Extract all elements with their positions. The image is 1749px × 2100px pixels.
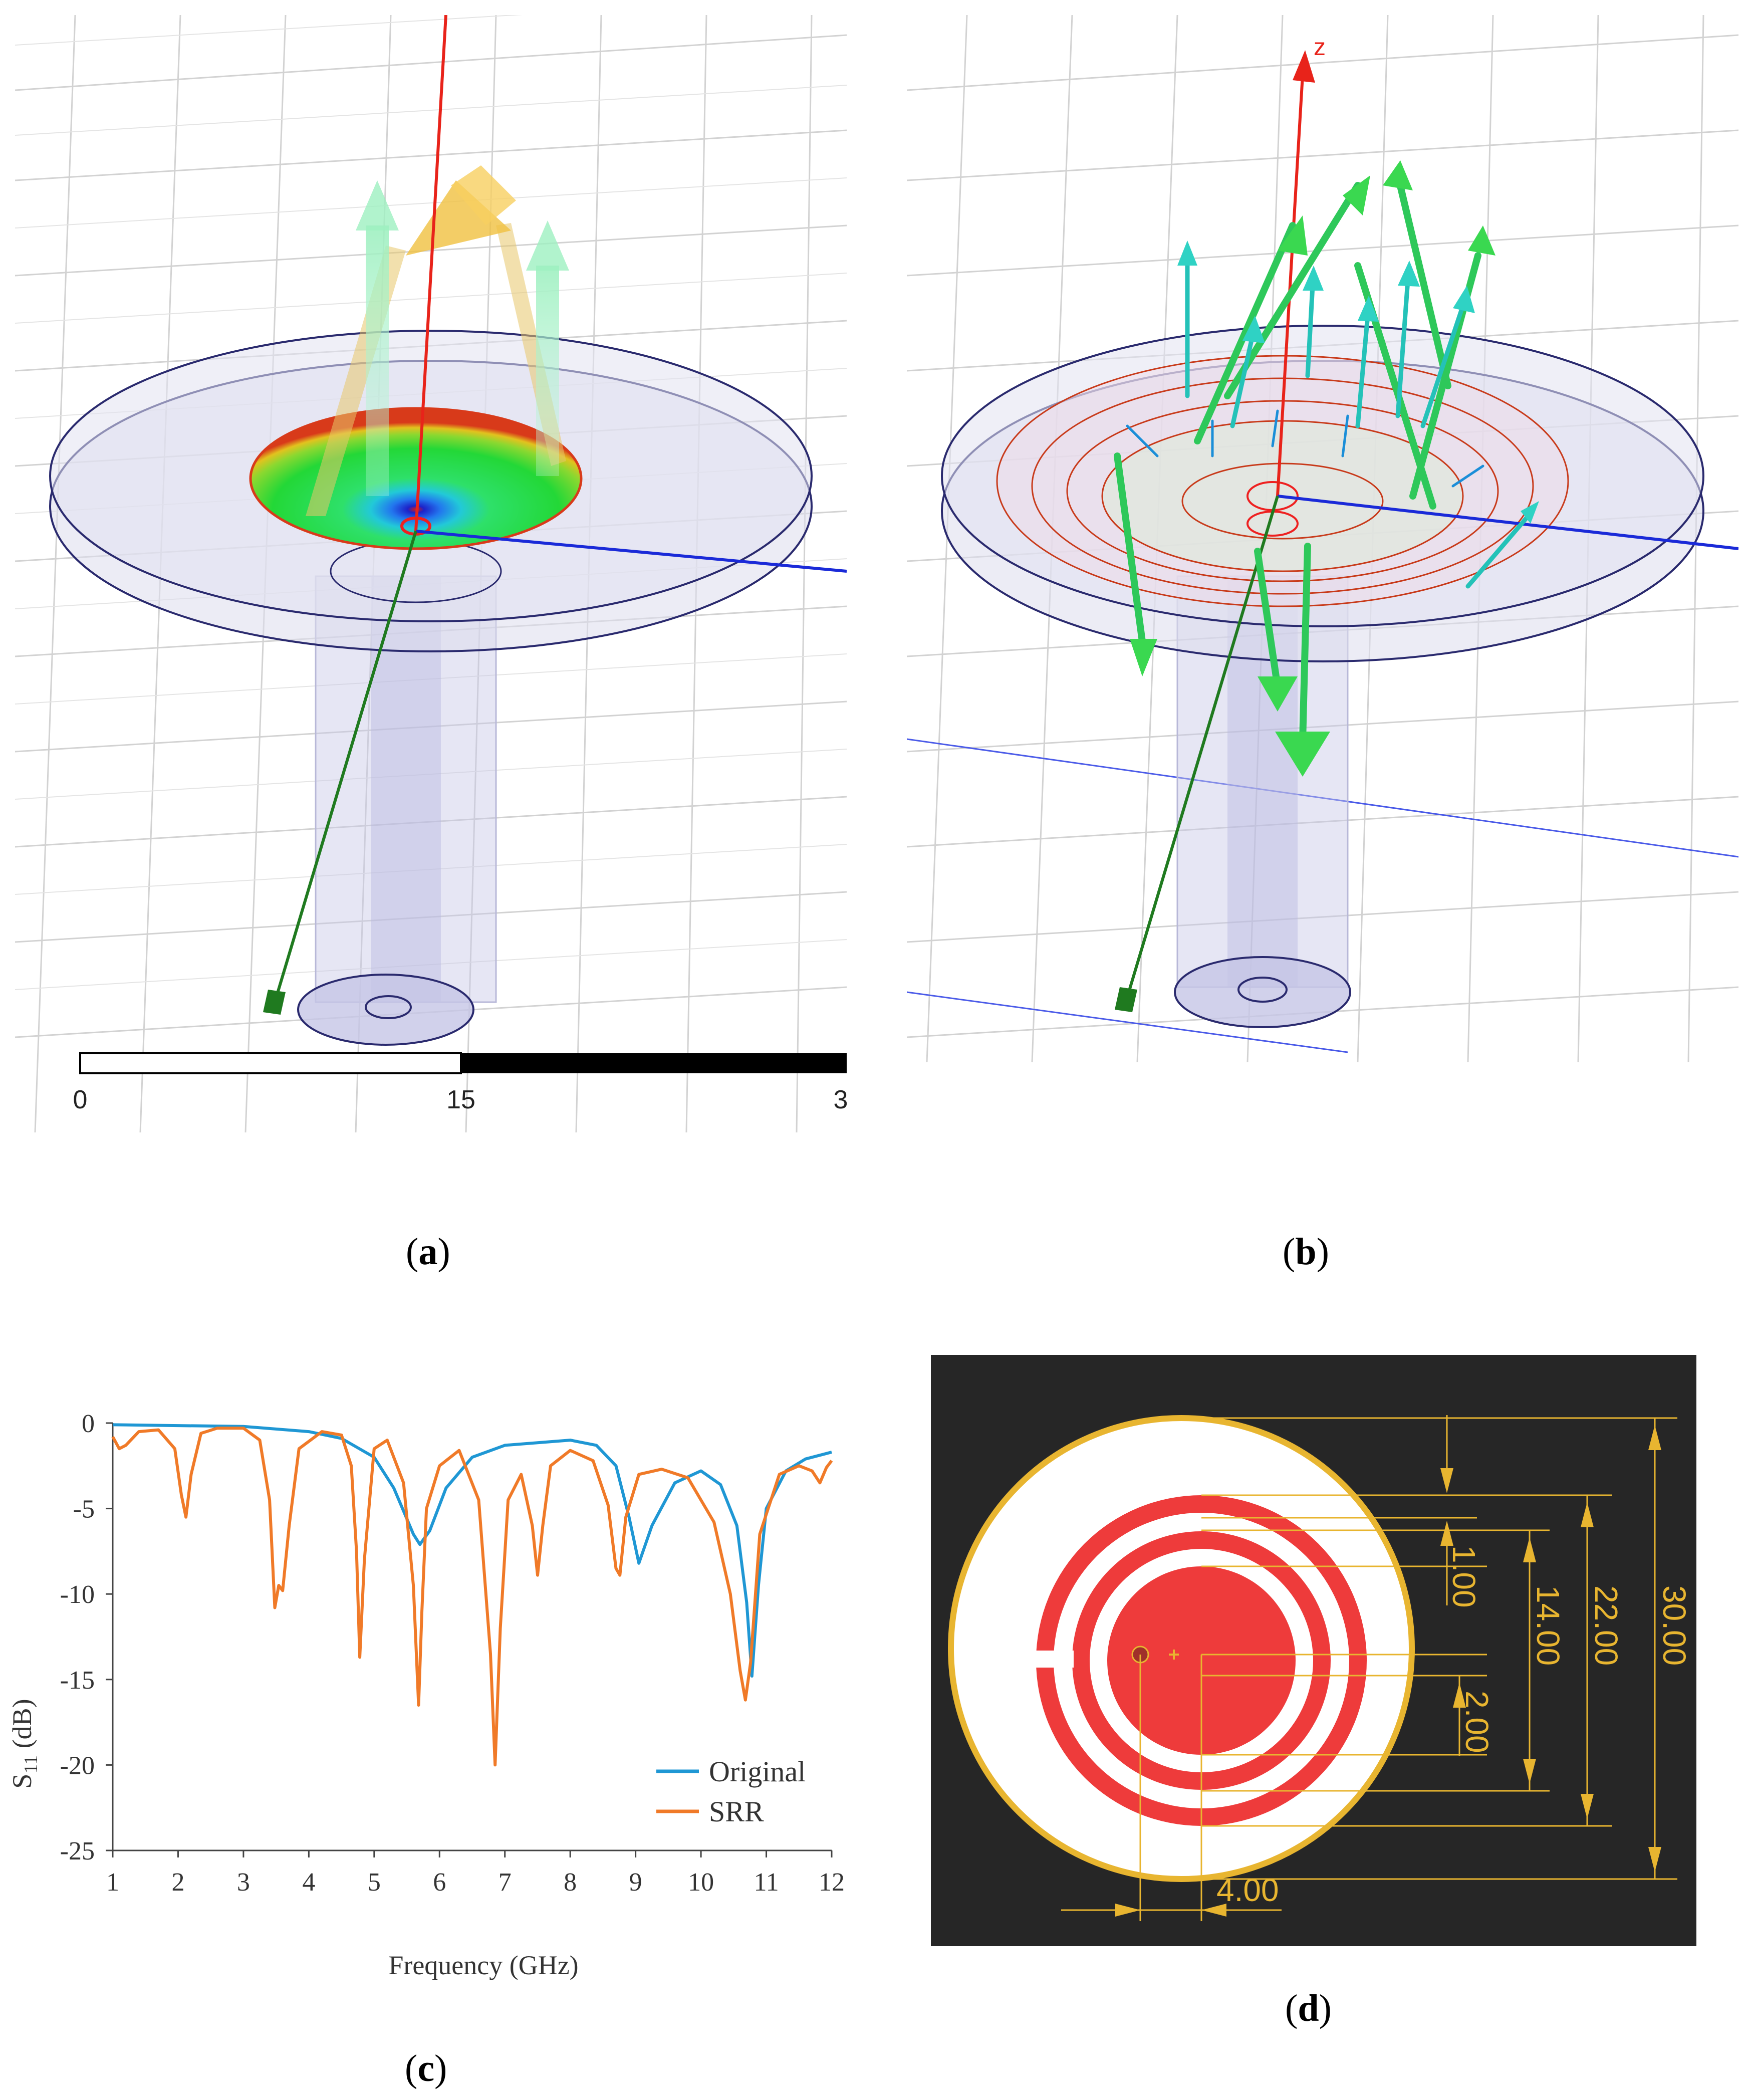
y-axis-title: S11 (dB) xyxy=(7,1699,42,1788)
y-tick-label: 0 xyxy=(82,1410,95,1438)
x-tick-label: 5 xyxy=(368,1868,381,1897)
dim-label-30: 30.00 xyxy=(1656,1585,1692,1666)
dim-label-1: 1.00 xyxy=(1446,1545,1482,1608)
dimension-lines xyxy=(1061,1415,1677,1921)
coordinate-axes: z xyxy=(1115,34,1738,1012)
x-tick-label: 3 xyxy=(237,1868,250,1897)
scale-bar: 0 15 3 xyxy=(73,1052,847,1114)
panel-d-svg: 1.00 14.00 22.00 30.00 2.00 4.00 xyxy=(948,1415,1692,1921)
x-tick-label: 6 xyxy=(433,1868,446,1897)
y-axis-title-sub: 11 xyxy=(21,1755,42,1774)
caption-b: (b) xyxy=(1283,1231,1329,1273)
chart-ticks: 1 2 3 4 5 6 7 8 9 10 11 120-5-10-15-20-25 xyxy=(60,1410,845,1897)
caption-a: (a) xyxy=(406,1231,450,1273)
x-tick-label: 1 xyxy=(106,1868,119,1897)
y-tick-label: -25 xyxy=(60,1837,95,1865)
x-tick-label: 11 xyxy=(754,1868,779,1897)
x-tick-label: 10 xyxy=(688,1868,714,1897)
x-tick-label: 4 xyxy=(302,1868,315,1897)
scale-label-0: 0 xyxy=(73,1085,88,1114)
scale-label-30: 3 xyxy=(834,1085,847,1114)
panel-b-vector-plot: z xyxy=(907,15,1738,1062)
chart-series xyxy=(111,1423,833,1767)
caption-c-letter: c xyxy=(417,2047,435,2089)
x-axis-title: Frequency (GHz) xyxy=(388,1950,578,1980)
y-tick-label: -10 xyxy=(60,1580,95,1609)
dim-label-2: 2.00 xyxy=(1459,1691,1495,1753)
feed-marker xyxy=(1131,1646,1179,1664)
panel-d-dimension-drawing: 1.00 14.00 22.00 30.00 2.00 4.00 xyxy=(931,1355,1696,1946)
dim-label-14: 14.00 xyxy=(1530,1585,1566,1666)
panel-a-field-plot: 0 15 3 xyxy=(15,15,847,1132)
x-tick-label: 9 xyxy=(629,1868,642,1897)
chart-legend: Original SRR xyxy=(656,1755,806,1828)
x-tick-label: 12 xyxy=(819,1868,845,1897)
x-tick-label: 7 xyxy=(498,1868,512,1897)
legend-label-srr: SRR xyxy=(709,1795,764,1828)
scale-label-15: 15 xyxy=(446,1085,475,1114)
legend-label-original: Original xyxy=(709,1755,806,1788)
y-axis-title-main: S xyxy=(7,1774,37,1789)
current-arrows xyxy=(306,165,569,516)
chart-axes xyxy=(112,1423,832,1851)
x-tick-label: 8 xyxy=(564,1868,577,1897)
field-arrows xyxy=(1114,160,1539,777)
panel-c-s11-chart: 1 2 3 4 5 6 7 8 9 10 11 12 0 -5 -10 -15 -20 -25 Frequency… xyxy=(0,1378,852,2009)
z-axis-label: z xyxy=(1314,34,1326,61)
series-line-original xyxy=(112,1423,832,1678)
y-tick-label: -15 xyxy=(60,1666,95,1695)
y-tick-label: -5 xyxy=(73,1495,95,1524)
dim-label-22: 22.00 xyxy=(1588,1585,1624,1666)
s11-chart-svg: 1 2 3 4 5 6 7 8 9 10 11 120-5-10-15-20-25 Frequency… xyxy=(7,1410,845,1980)
series-line-srr xyxy=(111,1427,833,1767)
dim-label-4: 4.00 xyxy=(1216,1872,1279,1908)
dimension-arrowheads xyxy=(1115,1425,1661,1917)
coordinate-axes xyxy=(263,15,847,1015)
y-tick-label: -20 xyxy=(60,1751,95,1780)
caption-b-letter: b xyxy=(1295,1231,1317,1273)
x-tick-label: 2 xyxy=(171,1868,184,1897)
caption-d: (d) xyxy=(1285,1987,1332,2029)
guide-lines xyxy=(907,738,1738,1053)
panel-b-svg: z xyxy=(907,15,1738,1062)
y-axis-title-unit: (dB) xyxy=(7,1699,37,1755)
caption-a-letter: a xyxy=(418,1231,438,1273)
panel-a-svg: 0 15 3 xyxy=(15,15,847,1132)
caption-c: (c) xyxy=(405,2047,447,2089)
caption-d-letter: d xyxy=(1298,1987,1319,2029)
